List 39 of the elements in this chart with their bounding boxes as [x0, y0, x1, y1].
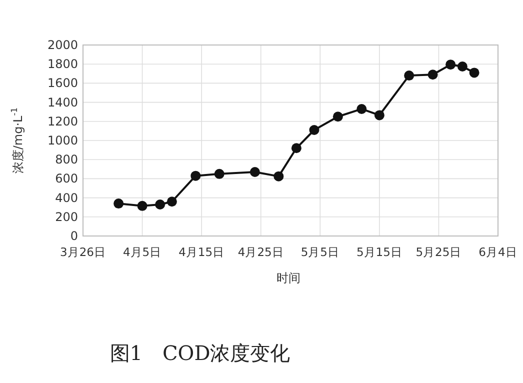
y-tick-label: 2000 [47, 38, 78, 52]
point [446, 60, 456, 70]
x-axis-title: 时间 [276, 271, 300, 285]
y-tick-label: 0 [70, 229, 78, 243]
y-tick-label: 800 [55, 152, 78, 167]
y-tick-label: 1000 [47, 134, 78, 148]
point [250, 167, 260, 178]
point [155, 199, 166, 210]
x-tick-label: 4月25日 [238, 245, 284, 259]
point [274, 171, 284, 182]
x-tick-label: 5月5日 [300, 245, 340, 259]
y-tick-label: 1200 [47, 114, 78, 128]
y-tick-label: 1800 [47, 57, 78, 72]
point [457, 61, 468, 72]
point [469, 68, 480, 78]
point [374, 110, 384, 120]
x-tick-label: 5月15日 [356, 245, 402, 259]
point [190, 170, 201, 181]
point [137, 200, 148, 211]
point [309, 124, 320, 135]
point [166, 196, 177, 207]
point [332, 112, 343, 122]
point [114, 198, 124, 209]
point [356, 104, 367, 114]
y-tick-label: 200 [55, 210, 78, 224]
x-tick-label: 5月25日 [416, 245, 462, 259]
x-tick-label: 4月15日 [178, 245, 225, 259]
point [291, 143, 302, 154]
x-tick-label: 4月5日 [122, 245, 162, 259]
y-tick-label: 600 [55, 172, 78, 186]
x-tick-label: 6月4日 [478, 245, 518, 259]
y-tick-label: 1600 [47, 76, 78, 90]
point [214, 168, 224, 179]
y-tick-label: 400 [55, 190, 78, 205]
point [404, 70, 414, 81]
caption: 图1 COD浓度变化 [110, 341, 290, 365]
x-tick-label: 3月26日 [60, 245, 106, 259]
point [428, 70, 438, 80]
y-tick-label: 1400 [47, 95, 78, 110]
